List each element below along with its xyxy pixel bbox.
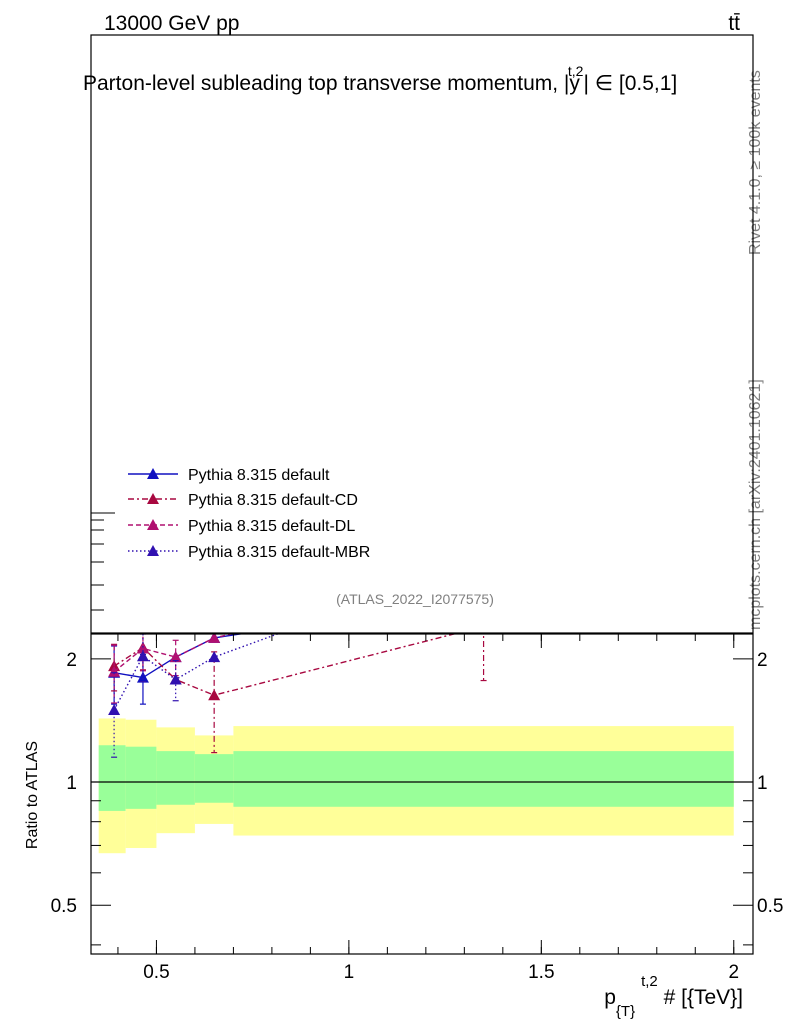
x-axis-label-main: p [604,986,616,1009]
chart-title: Parton-level subleading top transverse m… [83,63,677,95]
x-axis-label-sub: {T} [616,1003,635,1020]
chart-title-main: Parton-level subleading top transverse m… [83,72,569,95]
marker-s3-p3 [208,651,221,663]
stat-band-bin-1 [125,746,157,809]
marker-s2-p2 [169,651,182,663]
legend-marker-default-cd [147,493,159,504]
stat-band-bin-4 [233,751,734,807]
legend-marker-default-dl [147,519,159,530]
legend-marker-default-mbr [147,545,159,556]
x-axis-label: p{T} t,2 # [{TeV}] [604,973,743,1020]
mcplots-label: mcplots.cern.ch [arXiv:2401.10621] [747,379,764,630]
legend-label-default-mbr: Pythia 8.315 default-MBR [188,544,370,561]
marker-s1-p3 [208,689,221,701]
legend-marker-default [147,468,159,479]
x-tick-label-1: 1 [344,962,355,983]
marker-s2-p3 [208,634,221,643]
energy-label: 13000 GeV pp [104,12,239,35]
y-tick-label-left-0: 0.5 [51,896,77,917]
legend: Pythia 8.315 default Pythia 8.315 defaul… [128,467,370,561]
x-tick-label-3: 2 [728,962,739,983]
legend-entry-default-mbr: Pythia 8.315 default-MBR [128,544,370,561]
marker-s3-p1 [136,650,149,662]
x-axis-label-tail: # [{TeV}] [658,986,743,1009]
y-tick-label-left-1: 1 [66,773,77,794]
ratio-ylabel: Ratio to ATLAS [24,741,41,849]
legend-label-default: Pythia 8.315 default [188,467,330,484]
chart-title-tail: | ∈ [0.5,1] [583,72,677,95]
axis-layer: 0.5 1 1.5 2 0.5 0.5 1 1 2 2 [51,634,783,983]
legend-label-default-cd: Pythia 8.315 default-CD [188,492,358,509]
x-axis-label-sup: t,2 [641,973,658,990]
legend-entry-default-dl: Pythia 8.315 default-DL [128,518,355,535]
marker-s2-p1 [136,642,149,654]
x-tick-label-0: 0.5 [143,962,169,983]
main-panel-ticks [91,512,115,611]
rivet-label: Rivet 4.1.0, ≥ 100k events [747,70,764,255]
y-tick-label-right-1: 1 [757,773,768,794]
y-tick-label-left-2: 2 [66,650,77,671]
marker-s1-p4 [478,620,490,631]
uncertainty-bands [98,718,734,854]
legend-entry-default: Pythia 8.315 default [128,467,330,484]
chart-title-y: y [569,72,580,95]
analysis-label: (ATLAS_2022_I2077575) [336,591,494,607]
marker-s3-p2 [169,673,182,685]
stat-band-bin-0 [98,745,126,811]
x-tick-label-2: 1.5 [528,962,554,983]
y-tick-label-right-0: 0.5 [757,896,783,917]
series-layer [108,620,490,758]
marker-s0-p1 [136,671,149,683]
y-tick-label-right-2: 2 [757,650,768,671]
chart-title-sup: t,2 [568,63,584,79]
legend-entry-default-cd: Pythia 8.315 default-CD [128,492,358,509]
main-panel-frame [90,34,754,634]
ratio-panel-frame [90,633,754,955]
stat-band-bin-3 [194,754,234,803]
marker-s2-p0 [108,665,121,677]
stat-band-bin-2 [156,751,195,805]
marker-s3-p0 [108,703,121,715]
legend-label-default-dl: Pythia 8.315 default-DL [188,518,355,535]
series-line-2 [113,634,235,673]
process-label: tt̄ [728,12,740,35]
